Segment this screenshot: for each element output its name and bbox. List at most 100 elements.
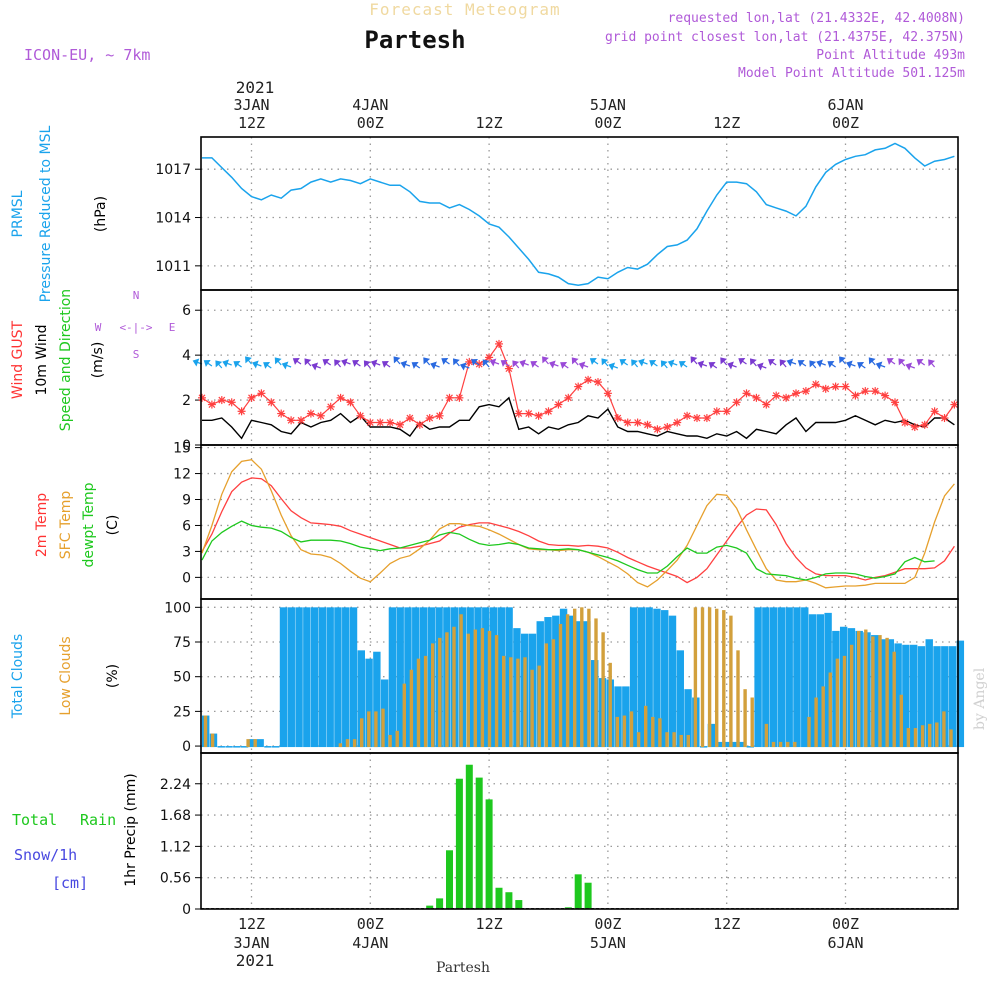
cloud-total-bar (349, 607, 358, 748)
wind-direction-arrow (215, 360, 223, 369)
cloud-low-bar (899, 694, 903, 748)
cloud-low-bar (438, 637, 442, 748)
cloud-low-bar (431, 643, 435, 748)
wind-direction-arrow (720, 357, 728, 366)
arrow-head (886, 358, 894, 365)
cloud-total-bar (225, 746, 233, 748)
wind-gust-marker (673, 418, 682, 427)
arrow-head (916, 359, 924, 366)
wind-gust-marker (811, 380, 820, 389)
wind-direction-arrow (292, 358, 302, 365)
top-date-label: 4JAN (352, 96, 388, 114)
wind-direction-arrow (334, 359, 342, 368)
wind-gust-marker (683, 411, 692, 420)
cloud-total-bar (334, 607, 342, 748)
gust-marker-d2 (752, 394, 760, 402)
wind-gust-marker (336, 393, 345, 402)
gust-marker-d2 (604, 389, 612, 397)
cloud-low-bar (530, 669, 534, 748)
gust-marker-d2 (634, 419, 642, 426)
wind-direction-arrow (571, 357, 579, 366)
ylabel-pressure: PRMSL (10, 190, 26, 237)
cloud-low-bar (729, 615, 733, 748)
wind-direction-arrow (222, 359, 232, 368)
ylabel-temperature: SFC Temp (58, 491, 74, 560)
precip-bar (446, 850, 453, 909)
gust-marker-d2 (356, 412, 364, 420)
wind-direction-arrow (756, 362, 767, 371)
wind-compass: N S W E <-|-> (95, 289, 176, 361)
wind-direction-arrow (281, 361, 292, 370)
wind-gust-marker (435, 411, 444, 420)
bottom-date-label: 5JAN (590, 934, 626, 952)
wind-direction-arrow (846, 360, 856, 369)
wind-gust-marker (514, 409, 523, 418)
wind-gust-marker (861, 387, 870, 396)
wind-direction-arrow (738, 358, 747, 365)
temp-2m-line (201, 477, 955, 584)
ytick-label-precip: 2.24 (160, 777, 191, 793)
wind-gust-marker (504, 364, 513, 373)
wind-gust-marker (534, 411, 543, 420)
cloud-low-bar (736, 650, 740, 748)
wind-gust-marker (891, 398, 899, 407)
cloud-low-bar (750, 697, 754, 748)
cloud-low-bar (651, 716, 655, 748)
wind-direction-arrow (631, 359, 639, 368)
top-hour-label: 00Z (832, 114, 859, 132)
wind-gust-marker (643, 420, 652, 429)
arrow-head (839, 356, 846, 364)
ylabel-temperature: 2m Temp (34, 493, 50, 557)
wind-gust-marker (821, 384, 830, 393)
gust-marker-d2 (663, 423, 671, 431)
wind-gust-marker (732, 398, 741, 407)
cloud-total-bar (684, 689, 692, 748)
precip-bar (465, 764, 473, 909)
wind-direction-arrow (519, 359, 529, 368)
cloud-total-bar (326, 607, 334, 748)
faint-title: Forecast Meteogram (369, 0, 560, 19)
ytick-label-pressure: 1011 (155, 259, 191, 275)
gust-marker-d2 (723, 407, 731, 415)
bottom-hour-label: 00Z (594, 915, 621, 933)
wind-gust-marker (306, 409, 315, 418)
arrow-head (400, 360, 408, 369)
cloud-low-bar (629, 711, 634, 748)
cloud-low-bar (253, 739, 257, 748)
wind-direction-arrow (839, 356, 846, 365)
arrow-head (281, 361, 289, 370)
gust-marker-d2 (267, 398, 275, 406)
gust-marker-d2 (713, 407, 721, 415)
cloud-total-bar (723, 741, 731, 748)
cloud-low-bar (466, 633, 470, 748)
wind-gust-marker (544, 407, 553, 416)
ylabel-temperature: (C) (105, 515, 121, 536)
wind-gust-marker (445, 393, 454, 402)
ytick-label-temperature: 3 (182, 544, 191, 560)
cloud-low-bar (374, 711, 378, 748)
cloud-total-bar (575, 621, 583, 748)
cloud-low-bar (679, 734, 683, 748)
cloud-total-bar (948, 646, 957, 748)
arrow-head (768, 359, 776, 366)
arrow-head (334, 359, 341, 367)
requested-coords: requested lon,lat (21.4332E, 42.4008N) (668, 11, 965, 26)
cloud-low-bar (608, 662, 612, 748)
cloud-low-bar (906, 728, 911, 748)
wind-gust-marker (247, 393, 256, 402)
wind-direction-arrow (875, 361, 886, 370)
ytick-label-precip: 0 (182, 902, 191, 918)
gust-marker-d2 (733, 398, 741, 406)
ytick-label-precip: 1.68 (160, 808, 191, 824)
wind-gust-marker (524, 409, 533, 418)
cloud-total-bar (777, 607, 786, 748)
arrow-head (649, 360, 657, 367)
arrow-head (471, 359, 479, 366)
cloud-total-bar (552, 615, 560, 748)
gust-marker-d2 (228, 398, 236, 406)
gust-marker-d2 (277, 410, 285, 417)
cloud-total-bar (653, 608, 661, 748)
arrow-head (601, 358, 609, 366)
wind-gust-marker (950, 400, 959, 409)
bottom-hour-label: 12Z (476, 915, 503, 933)
